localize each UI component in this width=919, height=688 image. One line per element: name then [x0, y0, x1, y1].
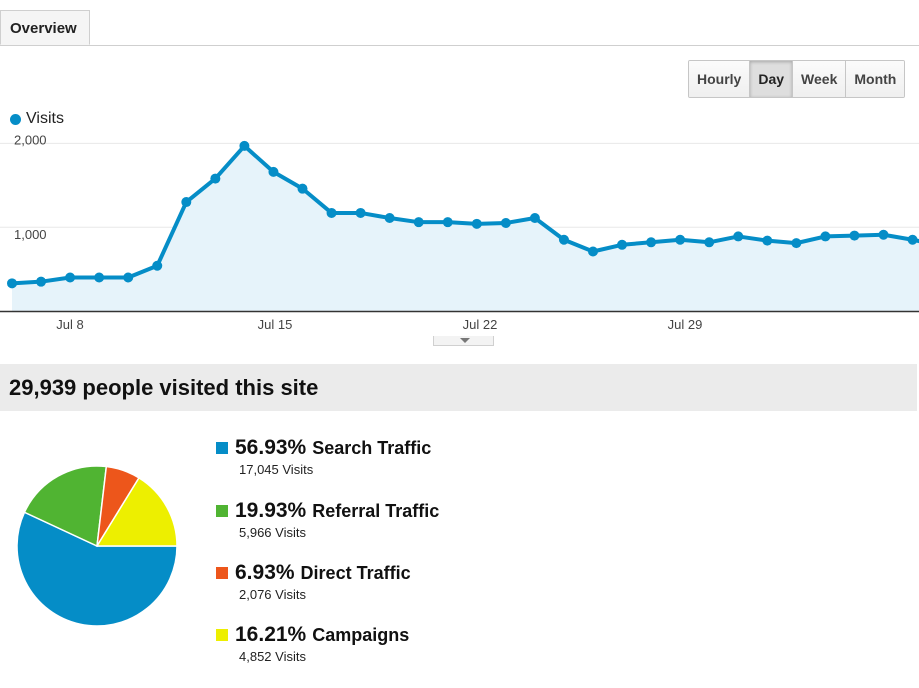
data-point	[588, 246, 598, 257]
data-point	[123, 272, 134, 283]
breakdown-item-campaigns[interactable]: 16.21% Campaigns 4,852 Visits	[216, 623, 616, 664]
chart-collapse-handle[interactable]	[433, 336, 494, 346]
data-point	[326, 207, 337, 218]
period-selector: Hourly Day Week Month	[688, 60, 906, 98]
x-tick-label: Jul 15	[258, 317, 293, 332]
data-point	[704, 237, 715, 248]
chevron-down-icon	[460, 338, 470, 343]
traffic-sources-pie-chart[interactable]	[14, 464, 180, 630]
data-point	[413, 217, 424, 228]
day-button[interactable]: Day	[750, 61, 794, 97]
data-point	[181, 197, 192, 208]
data-point	[384, 212, 395, 223]
breakdown-item-direct[interactable]: 6.93% Direct Traffic 2,076 Visits	[216, 561, 616, 602]
data-point	[617, 239, 628, 250]
data-point	[849, 230, 860, 241]
breakdown-label: Campaigns	[312, 624, 410, 645]
visits-area-fill	[12, 145, 919, 311]
breakdown-percent: 6.93%	[235, 561, 295, 584]
breakdown-item-referral[interactable]: 19.93% Referral Traffic 5,966 Visits	[216, 499, 616, 540]
data-point	[268, 166, 279, 177]
visits-legend-dot-icon	[10, 113, 21, 125]
yellow-square-icon	[216, 629, 228, 641]
month-button[interactable]: Month	[846, 61, 905, 97]
data-point	[878, 229, 889, 240]
data-point	[36, 276, 47, 287]
hourly-button[interactable]: Hourly	[689, 61, 751, 97]
data-point	[529, 212, 540, 223]
tab-strip: Overview	[0, 0, 919, 46]
x-tick-label: Jul 29	[668, 317, 703, 332]
breakdown-label: Direct Traffic	[300, 562, 411, 583]
data-point	[7, 278, 17, 289]
x-tick-label: Jul 8	[56, 317, 83, 332]
data-point	[907, 234, 918, 245]
data-point	[820, 231, 831, 242]
data-point	[65, 272, 76, 283]
pie-slice-referral-traffic[interactable]	[23, 465, 108, 548]
data-point	[733, 231, 744, 242]
blue-square-icon	[216, 442, 228, 454]
data-point	[355, 207, 366, 218]
y-tick-label: 1,000	[14, 227, 47, 242]
visitor-summary-headline: 29,939 people visited this site	[0, 364, 917, 411]
pie-slice-search-traffic[interactable]	[16, 511, 178, 627]
breakdown-percent: 56.93%	[235, 436, 307, 459]
breakdown-visits: 5,966 Visits	[239, 525, 306, 540]
data-point	[500, 218, 511, 229]
week-button[interactable]: Week	[793, 61, 847, 97]
data-point	[646, 237, 657, 248]
breakdown-label: Search Traffic	[312, 437, 432, 458]
tab-overview[interactable]: Overview	[0, 10, 90, 45]
pie-slice-campaigns[interactable]	[95, 476, 178, 547]
breakdown-percent: 19.93%	[235, 499, 307, 522]
green-square-icon	[216, 505, 228, 517]
tab-divider	[0, 45, 919, 46]
data-point	[297, 183, 308, 194]
breakdown-visits: 17,045 Visits	[239, 462, 314, 477]
data-point	[471, 218, 482, 229]
data-point	[152, 260, 163, 271]
data-point	[210, 173, 221, 184]
breakdown-visits: 2,076 Visits	[239, 587, 306, 602]
chart-legend[interactable]: Visits	[10, 110, 64, 128]
data-point	[558, 234, 569, 245]
data-point	[239, 140, 250, 151]
breakdown-label: Referral Traffic	[312, 500, 440, 521]
breakdown-item-search[interactable]: 56.93% Search Traffic 17,045 Visits	[216, 436, 616, 477]
y-tick-label: 2,000	[14, 132, 47, 147]
visits-legend-label: Visits	[26, 110, 64, 127]
orange-square-icon	[216, 567, 228, 579]
data-point	[442, 217, 453, 228]
visits-line-chart[interactable]: 1,000 2,000 Jul 8 Jul 15 Jul 22 Jul 29	[0, 130, 919, 335]
breakdown-percent: 16.21%	[235, 623, 307, 646]
data-point	[94, 272, 105, 283]
data-point	[762, 235, 773, 246]
data-point	[675, 234, 686, 245]
data-point	[791, 238, 802, 249]
breakdown-visits: 4,852 Visits	[239, 649, 306, 664]
x-tick-label: Jul 22	[463, 317, 498, 332]
